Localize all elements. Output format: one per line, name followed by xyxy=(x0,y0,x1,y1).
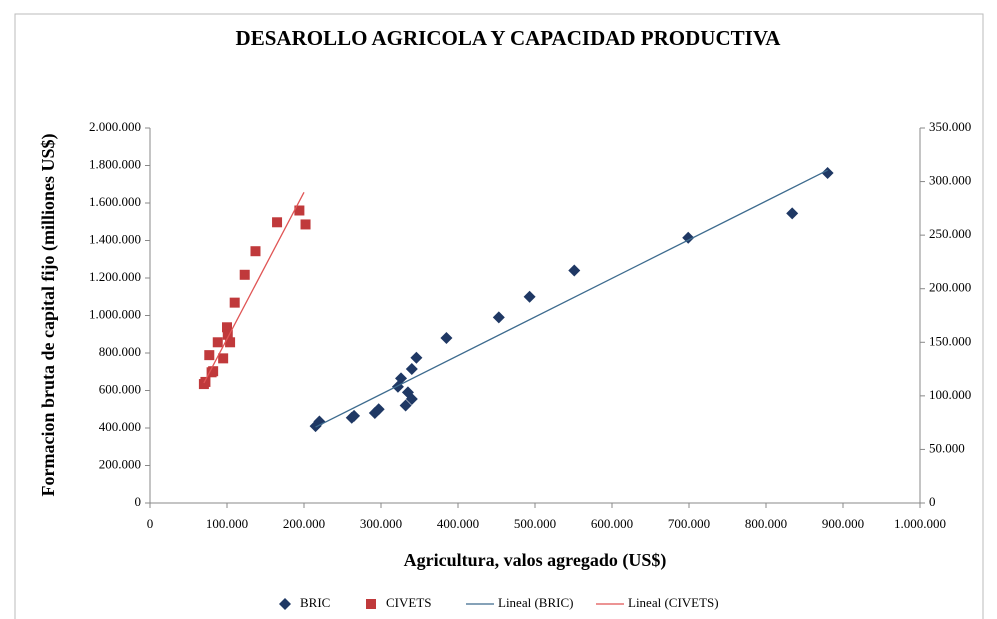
point xyxy=(218,353,229,364)
point xyxy=(440,332,453,344)
trend-line xyxy=(203,191,305,384)
x-tick-label: 1.000.000 xyxy=(894,516,946,531)
legend-label: CIVETS xyxy=(386,595,432,610)
x-tick-label: 400.000 xyxy=(437,516,479,531)
trend-line xyxy=(315,169,828,428)
point xyxy=(568,264,581,277)
point xyxy=(405,362,418,375)
point xyxy=(272,217,283,228)
point xyxy=(492,311,505,324)
x-tick-label: 500.000 xyxy=(514,516,556,531)
point xyxy=(348,409,361,422)
y2-tick-label: 150.000 xyxy=(929,333,971,348)
y-tick-label: 800.000 xyxy=(99,344,141,359)
point xyxy=(229,297,240,308)
point xyxy=(212,337,223,348)
point xyxy=(786,207,799,220)
y-tick-label: 400.000 xyxy=(99,419,141,434)
point xyxy=(405,392,418,405)
x-tick-label: 200.000 xyxy=(283,516,325,531)
legend-label: BRIC xyxy=(300,595,330,610)
y-tick-label: 0 xyxy=(135,494,142,509)
point xyxy=(222,329,233,340)
point xyxy=(222,322,232,333)
legend-marker xyxy=(279,598,291,610)
point xyxy=(682,231,695,244)
point xyxy=(200,376,211,387)
y-tick-label: 1.400.000 xyxy=(89,231,141,246)
point xyxy=(204,350,215,361)
point xyxy=(208,366,219,377)
point xyxy=(821,167,834,179)
x-tick-label: 100.000 xyxy=(206,516,248,531)
y-axis-label: Formacion bruta de capital fijo (million… xyxy=(38,134,59,497)
x-tick-label: 700.000 xyxy=(668,516,710,531)
y-tick-label: 1.600.000 xyxy=(89,194,141,209)
chart-title: DESAROLLO AGRICOLA Y CAPACIDAD PRODUCTIV… xyxy=(236,26,782,50)
y2-tick-label: 350.000 xyxy=(929,119,971,134)
x-axis-label: Agricultura, valos agregado (US$) xyxy=(404,550,667,571)
y-tick-label: 1.800.000 xyxy=(89,156,141,171)
legend-marker xyxy=(366,599,376,609)
point xyxy=(250,246,261,257)
y2-tick-label: 300.000 xyxy=(929,173,971,188)
x-tick-label: 300.000 xyxy=(360,516,402,531)
x-tick-label: 0 xyxy=(147,516,154,531)
y-tick-label: 600.000 xyxy=(99,381,141,396)
x-tick-label: 600.000 xyxy=(591,516,633,531)
point xyxy=(399,399,412,412)
y2-tick-label: 50.000 xyxy=(929,440,965,455)
point xyxy=(225,337,236,348)
y2-tick-label: 0 xyxy=(929,494,936,509)
point xyxy=(523,290,536,303)
point xyxy=(239,269,250,280)
y2-tick-label: 100.000 xyxy=(929,387,971,402)
x-tick-label: 800.000 xyxy=(745,516,787,531)
point xyxy=(395,372,408,385)
y2-tick-label: 200.000 xyxy=(929,280,971,295)
point xyxy=(410,351,423,364)
point xyxy=(300,219,311,230)
x-tick-label: 900.000 xyxy=(822,516,864,531)
y-tick-label: 200.000 xyxy=(99,456,141,471)
legend-label: Lineal (CIVETS) xyxy=(628,595,719,610)
y-tick-label: 2.000.000 xyxy=(89,119,141,134)
y-tick-label: 1.200.000 xyxy=(89,269,141,284)
point xyxy=(294,205,305,216)
y-tick-label: 1.000.000 xyxy=(89,306,141,321)
legend-label: Lineal (BRIC) xyxy=(498,595,573,610)
point xyxy=(313,415,326,428)
y2-tick-label: 250.000 xyxy=(929,226,971,241)
point xyxy=(372,403,385,416)
